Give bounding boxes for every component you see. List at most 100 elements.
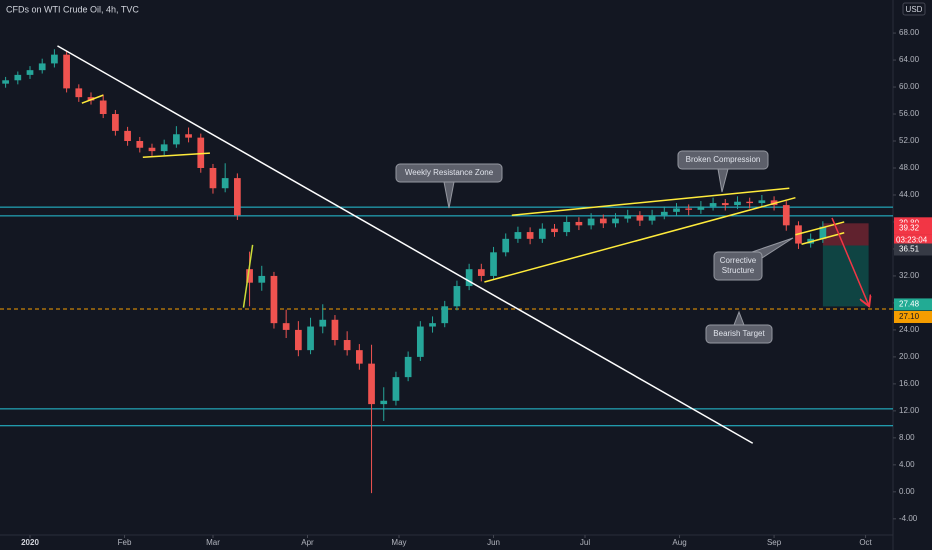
candle-body [636, 215, 644, 221]
candle-body [197, 137, 205, 168]
stop-zone [822, 223, 869, 246]
trendline [511, 187, 790, 216]
currency[interactable]: USD [906, 5, 923, 14]
candle-body [355, 350, 363, 364]
candle-body [648, 215, 656, 221]
candle-body [319, 319, 327, 327]
y-tick-label: -4.00 [899, 514, 918, 523]
trendline [831, 217, 869, 305]
callout-text: Structure [722, 266, 755, 275]
x-tick-label: Jun [487, 538, 500, 547]
candle-body [160, 144, 168, 152]
y-tick-label: 4.00 [899, 460, 915, 469]
currency-box[interactable] [902, 2, 926, 16]
candle-body [526, 232, 534, 239]
candle-body [697, 206, 705, 210]
candle-body [209, 167, 217, 189]
candle-body [185, 134, 192, 138]
candle-body [75, 88, 83, 98]
candle-body [490, 252, 497, 276]
candle-body [734, 201, 741, 206]
entry-price-label-bg [894, 243, 932, 256]
x-tick-label: Oct [859, 538, 872, 547]
candle-body [99, 100, 107, 115]
candle-body [148, 147, 156, 152]
x-tick-label: May [391, 538, 406, 547]
candle-body [819, 226, 827, 239]
candle-body [87, 97, 95, 101]
y-tick-label: 16.00 [899, 379, 920, 388]
candle-body [404, 356, 412, 378]
trendline [142, 152, 210, 158]
last-price-label-bg [894, 222, 932, 235]
candle-body [343, 340, 351, 351]
last-price-label: 39.32 [899, 224, 920, 233]
entry-price-label: 36.51 [899, 245, 920, 254]
callout-text: Bearish Target [713, 329, 765, 338]
countdown: 03:23:04 [896, 236, 928, 245]
x-tick-label: Mar [206, 538, 220, 547]
candle-body [307, 326, 314, 351]
trendline [484, 196, 796, 283]
trendline [81, 94, 104, 104]
trendline [795, 221, 845, 236]
candle-body [746, 201, 754, 204]
target-price-label-bg [894, 298, 932, 311]
level-price-label-bg [894, 310, 932, 323]
candle-body [453, 286, 461, 307]
candle-body [465, 269, 473, 287]
candle-body [624, 215, 632, 219]
trendline [801, 232, 845, 245]
x-tick-label: Feb [118, 538, 132, 547]
candle-body [38, 63, 46, 71]
candle-body [234, 178, 241, 216]
candle-body [599, 218, 607, 224]
candle-body [673, 208, 680, 212]
candle-body [246, 269, 253, 283]
callout-text: Corrective [720, 256, 757, 265]
y-tick-label: 8.00 [899, 433, 915, 442]
y-tick-label: 60.00 [899, 82, 920, 91]
callout-text: Broken Compression [686, 155, 761, 164]
candle-body [685, 208, 693, 210]
callout-box [713, 251, 763, 281]
candle-body [380, 400, 388, 405]
y-tick-label: 64.00 [899, 55, 920, 64]
candle-body [221, 178, 229, 189]
candle-body [51, 54, 58, 64]
target-price-label: 27.48 [899, 300, 920, 309]
candle-body [368, 363, 375, 405]
x-tick-label: Sep [767, 538, 782, 547]
candle-body [538, 228, 546, 239]
candle-body [14, 74, 22, 81]
candle-body [26, 70, 34, 75]
candle-body [112, 114, 119, 131]
candle-body [575, 221, 583, 226]
x-tick-label: Aug [672, 538, 686, 547]
candle-body [441, 306, 449, 324]
y-tick-label: 20.00 [899, 352, 920, 361]
level-price-label: 27.10 [899, 312, 920, 321]
x-tick-label: Apr [301, 538, 314, 547]
x-tick-label: 2020 [21, 538, 39, 547]
candle-body [782, 205, 790, 226]
y-tick-label: 56.00 [899, 109, 920, 118]
candle-body [173, 134, 180, 145]
y-tick-label: 52.00 [899, 136, 920, 145]
candle-body [295, 329, 302, 351]
plot-area: Weekly Resistance Zone Broken Compression… [0, 45, 893, 494]
candle-body [721, 203, 729, 206]
y-tick-label: 44.00 [899, 190, 920, 199]
y-tick-label: 32.00 [899, 271, 920, 280]
candle-body [136, 141, 144, 148]
y-tick-label: 24.00 [899, 325, 920, 334]
candle-body [270, 275, 278, 324]
candle-body [514, 232, 522, 239]
candle-body [612, 218, 619, 224]
candle-body [587, 218, 595, 226]
candle-body [709, 203, 717, 207]
candle-body [282, 323, 290, 330]
trendline [242, 244, 254, 308]
chart-title: CFDs on WTI Crude Oil, 4h, TVC [6, 4, 139, 14]
